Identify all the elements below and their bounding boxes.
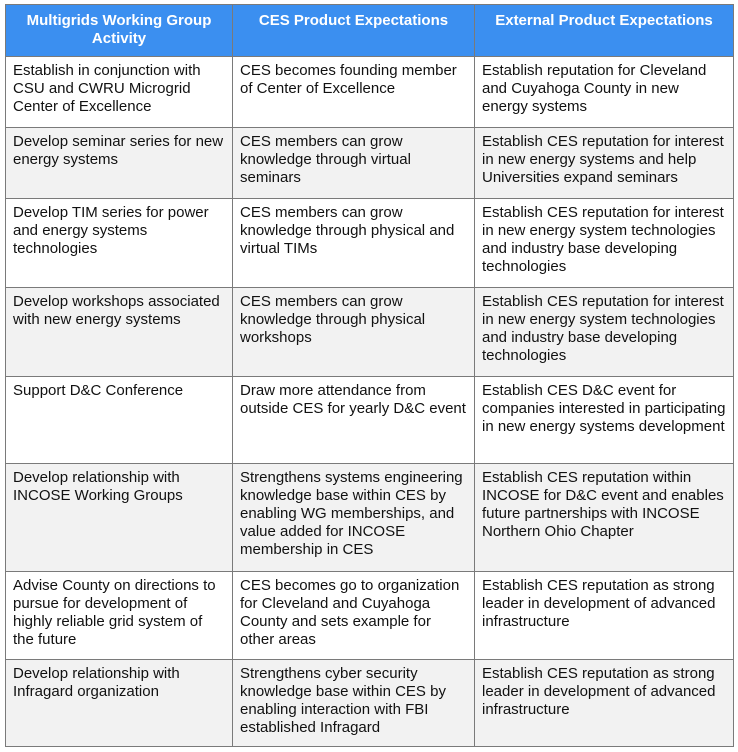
ces-expectation-cell: Draw more attendance from outside CES fo… xyxy=(232,376,475,464)
ces-expectation-cell: CES becomes founding member of Center of… xyxy=(232,56,475,128)
table-row: Develop seminar series for new energy sy… xyxy=(5,127,734,199)
table-row: Advise County on directions to pursue fo… xyxy=(5,571,734,660)
activity-cell: Develop workshops associated with new en… xyxy=(5,287,233,377)
header-ces-expectations: CES Product Expectations xyxy=(232,4,475,57)
table-row: Establish in conjunction with CSU and CW… xyxy=(5,56,734,128)
ces-expectation-cell: Strengthens systems engineering knowledg… xyxy=(232,463,475,572)
ces-expectation-cell: CES members can grow knowledge through p… xyxy=(232,198,475,288)
table-row: Develop TIM series for power and energy … xyxy=(5,198,734,288)
external-expectation-cell: Establish CES reputation for interest in… xyxy=(474,287,734,377)
activity-cell: Establish in conjunction with CSU and CW… xyxy=(5,56,233,128)
table-row: Develop workshops associated with new en… xyxy=(5,287,734,377)
ces-expectation-cell: CES members can grow knowledge through p… xyxy=(232,287,475,377)
activity-cell: Support D&C Conference xyxy=(5,376,233,464)
activity-cell: Advise County on directions to pursue fo… xyxy=(5,571,233,660)
table-row: Develop relationship with Infragard orga… xyxy=(5,659,734,747)
header-external-expectations: External Product Expectations xyxy=(474,4,734,57)
external-expectation-cell: Establish CES reputation as strong leade… xyxy=(474,659,734,747)
external-expectation-cell: Establish CES reputation for interest in… xyxy=(474,198,734,288)
ces-expectation-cell: Strengthens cyber security knowledge bas… xyxy=(232,659,475,747)
header-activity: Multigrids Working Group Activity xyxy=(5,4,233,57)
external-expectation-cell: Establish CES reputation within INCOSE f… xyxy=(474,463,734,572)
external-expectation-cell: Establish CES reputation for interest in… xyxy=(474,127,734,199)
table-row: Support D&C Conference Draw more attenda… xyxy=(5,376,734,464)
expectations-table: Multigrids Working Group Activity CES Pr… xyxy=(5,4,734,747)
table-header-row: Multigrids Working Group Activity CES Pr… xyxy=(5,4,734,57)
activity-cell: Develop seminar series for new energy sy… xyxy=(5,127,233,199)
external-expectation-cell: Establish reputation for Cleveland and C… xyxy=(474,56,734,128)
expectations-table-container: Multigrids Working Group Activity CES Pr… xyxy=(5,4,734,747)
activity-cell: Develop TIM series for power and energy … xyxy=(5,198,233,288)
activity-cell: Develop relationship with Infragard orga… xyxy=(5,659,233,747)
table-row: Develop relationship with INCOSE Working… xyxy=(5,463,734,572)
activity-cell: Develop relationship with INCOSE Working… xyxy=(5,463,233,572)
external-expectation-cell: Establish CES reputation as strong leade… xyxy=(474,571,734,660)
external-expectation-cell: Establish CES D&C event for companies in… xyxy=(474,376,734,464)
ces-expectation-cell: CES members can grow knowledge through v… xyxy=(232,127,475,199)
ces-expectation-cell: CES becomes go to organization for Cleve… xyxy=(232,571,475,660)
